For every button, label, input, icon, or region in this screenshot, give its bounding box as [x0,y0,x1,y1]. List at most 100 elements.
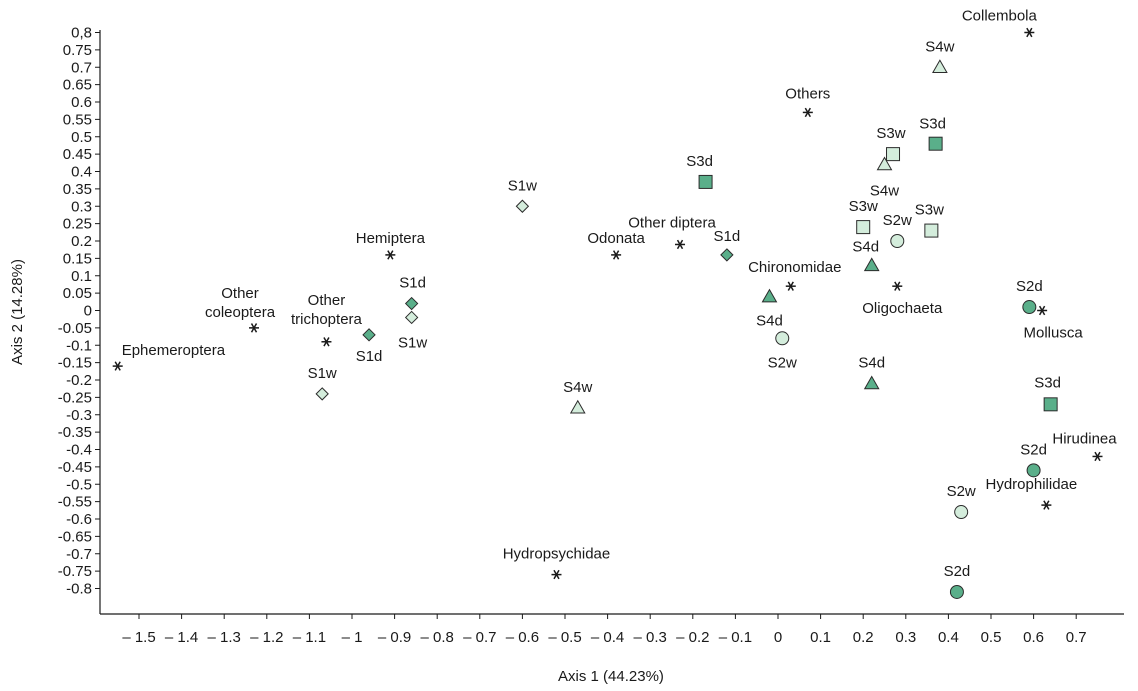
taxon-marker [802,107,813,118]
point-label: Oligochaeta [862,300,943,317]
point-label: S1d [356,348,383,365]
y-tick-label: -0.7 [66,546,92,563]
point-label: S4d [756,313,783,330]
x-tick-label: 0.6 [1023,629,1044,646]
site-marker-s1 [720,248,734,262]
y-tick-label: -0.15 [58,355,92,372]
x-tick-label: – 0.4 [591,629,624,646]
site-marker-s2 [1022,300,1037,315]
y-tick-label: 0.6 [71,94,92,111]
point-label: Hirudinea [1052,430,1117,447]
y-tick-label: -0.6 [66,511,92,528]
site-marker-s2 [1026,463,1041,478]
site-marker-s4 [761,288,778,303]
y-tick-label: -0.4 [66,442,92,459]
y-tick-label: 0 [84,303,92,320]
site-marker-s1 [362,328,376,342]
point-label: Mollusca [1024,325,1084,342]
site-marker-s1 [404,296,419,311]
taxon-marker [112,361,123,371]
site-marker-s1 [315,387,329,401]
point-label: Hemiptera [356,230,426,247]
y-tick-label: -0.05 [58,320,92,337]
y-tick-label: 0.05 [63,285,92,302]
point-label: S4w [870,183,899,200]
site-marker-s4 [863,257,880,272]
site-marker-s2 [890,234,905,248]
point-label: S4w [563,379,592,396]
taxon-marker [1024,27,1035,38]
point-label: S4w [925,38,954,55]
y-tick-label: 0.15 [63,250,92,267]
x-tick-label: – 0.5 [548,629,581,646]
point-label: S2w [768,354,797,371]
taxon-marker [551,569,562,580]
site-marker-s4 [569,399,586,414]
y-tick-label: 0.3 [71,198,92,215]
site-marker-s3 [886,147,901,162]
y-tick-label: 0.4 [71,164,92,181]
point-label: S3w [876,125,905,142]
point-label: Ephemeroptera [122,342,226,359]
point-label: S3w [915,202,944,219]
site-marker-s4 [863,375,880,390]
x-tick-label: – 1.4 [165,629,198,646]
point-label: Hydrophilidae [986,476,1078,493]
x-tick-label: – 1.5 [122,629,155,646]
x-tick-label: 0.2 [853,629,874,646]
x-tick-label: – 0.3 [634,629,667,646]
site-marker-s3 [856,220,871,235]
y-tick-label: 0.65 [63,77,92,94]
taxon-marker [1041,500,1052,510]
x-tick-label: – 1.1 [293,629,326,646]
point-label: S1w [398,334,427,351]
site-marker-s3 [698,174,713,189]
x-tick-label: – 0.2 [676,629,709,646]
point-label: Chironomidae [748,259,841,276]
site-marker-s2 [775,331,790,346]
y-tick-label: 0.1 [71,268,92,285]
site-marker-s4 [876,156,893,171]
x-tick-label: 0 [774,629,782,646]
y-tick-label: 0.7 [71,59,92,76]
x-tick-label: – 1.2 [250,629,283,646]
point-label: Other coleoptera [205,285,276,321]
x-axis-title: Axis 1 (44.23%) [558,668,664,685]
taxon-marker [385,250,396,260]
site-marker-s3 [924,223,939,238]
point-label: S4d [858,354,885,371]
x-tick-label: – 1 [342,629,363,646]
y-tick-label: -0.2 [66,372,92,389]
taxon-marker [1092,451,1103,462]
point-label: S1w [308,365,337,382]
y-tick-label: -0.1 [66,337,92,354]
y-tick-label: -0.45 [58,459,92,476]
y-tick-label: 0.75 [63,42,92,59]
x-tick-label: 0.1 [810,629,831,646]
y-tick-label: 0.5 [71,129,92,146]
x-tick-label: 0.4 [938,629,959,646]
x-tick-label: – 0.8 [421,629,454,646]
y-axis-title: Axis 2 (14.28%) [9,259,26,365]
x-tick-label: – 0.7 [463,629,496,646]
point-label: Other trichoptera [291,292,363,328]
site-marker-s1 [404,310,419,325]
taxon-marker [611,250,622,260]
taxon-marker [785,281,796,291]
taxon-marker [249,323,260,333]
taxon-marker [1037,305,1048,316]
x-tick-label: – 0.9 [378,629,411,646]
x-tick-label: – 1.3 [208,629,241,646]
point-label: Hydropsychidae [503,546,611,563]
point-label: S2w [947,483,976,500]
x-tick-label: 0.3 [895,629,916,646]
point-label: Others [785,85,830,102]
taxon-marker [675,239,686,250]
taxon-marker [892,281,903,291]
point-label: Odonata [587,230,645,247]
point-label: S2d [1016,278,1043,295]
x-tick-label: – 0.1 [719,629,752,646]
plot-area: Ephemeroptera Other coleoptera Other trichop… [112,8,1117,599]
point-label: Other diptera [628,214,716,231]
site-marker-s2 [954,505,969,520]
